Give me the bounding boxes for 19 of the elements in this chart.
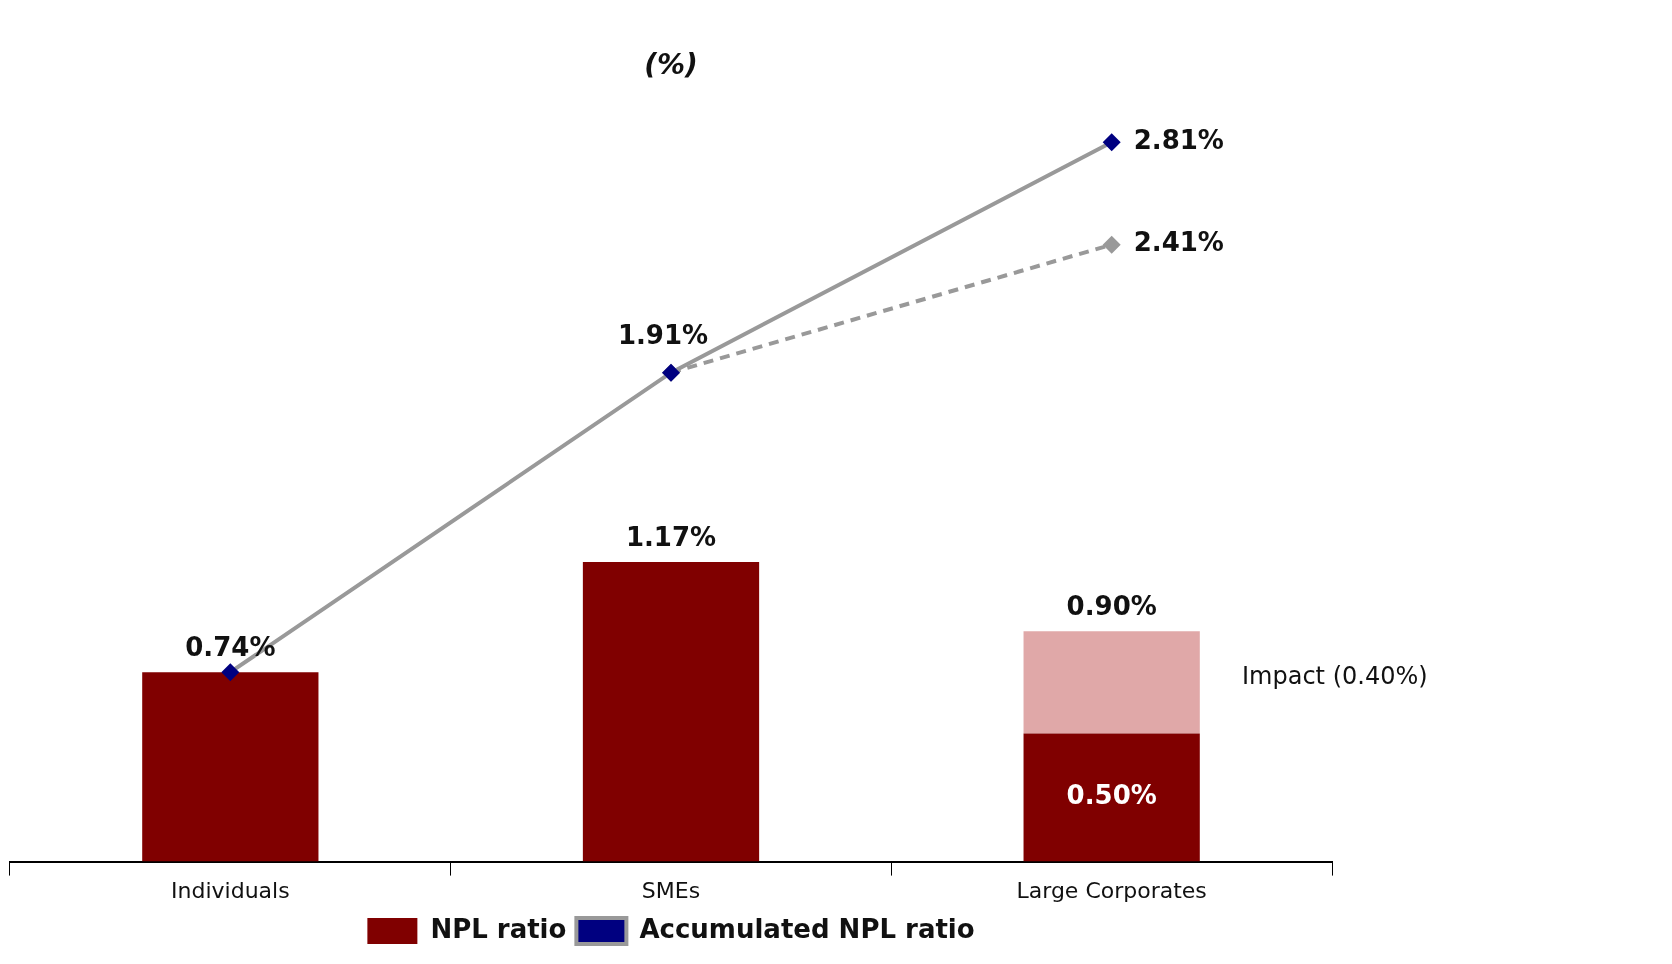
annotation: Impact (0.40%) — [1242, 661, 1428, 690]
legend-label: NPL ratio — [430, 913, 567, 944]
bar — [1023, 733, 1200, 862]
data-label: 0.50% — [1066, 780, 1157, 811]
bar — [1023, 631, 1200, 734]
total-label: 0.74% — [185, 631, 276, 662]
legend-label: Accumulated NPL ratio — [639, 913, 975, 944]
x-tick-label: SMEs — [641, 877, 701, 903]
data-label: 1.91% — [617, 320, 709, 351]
point — [1102, 235, 1121, 254]
data-label: 2.41% — [1133, 227, 1224, 258]
total-label: 1.17% — [625, 521, 717, 552]
data-label: 2.81% — [1133, 124, 1224, 155]
bar — [142, 672, 319, 862]
x-tick-label: Individuals — [171, 877, 290, 903]
total-label: 0.90% — [1066, 590, 1157, 621]
text: (%) — [644, 48, 698, 82]
bar — [582, 562, 760, 862]
x-tick-label: Large Corporates — [1016, 877, 1207, 903]
